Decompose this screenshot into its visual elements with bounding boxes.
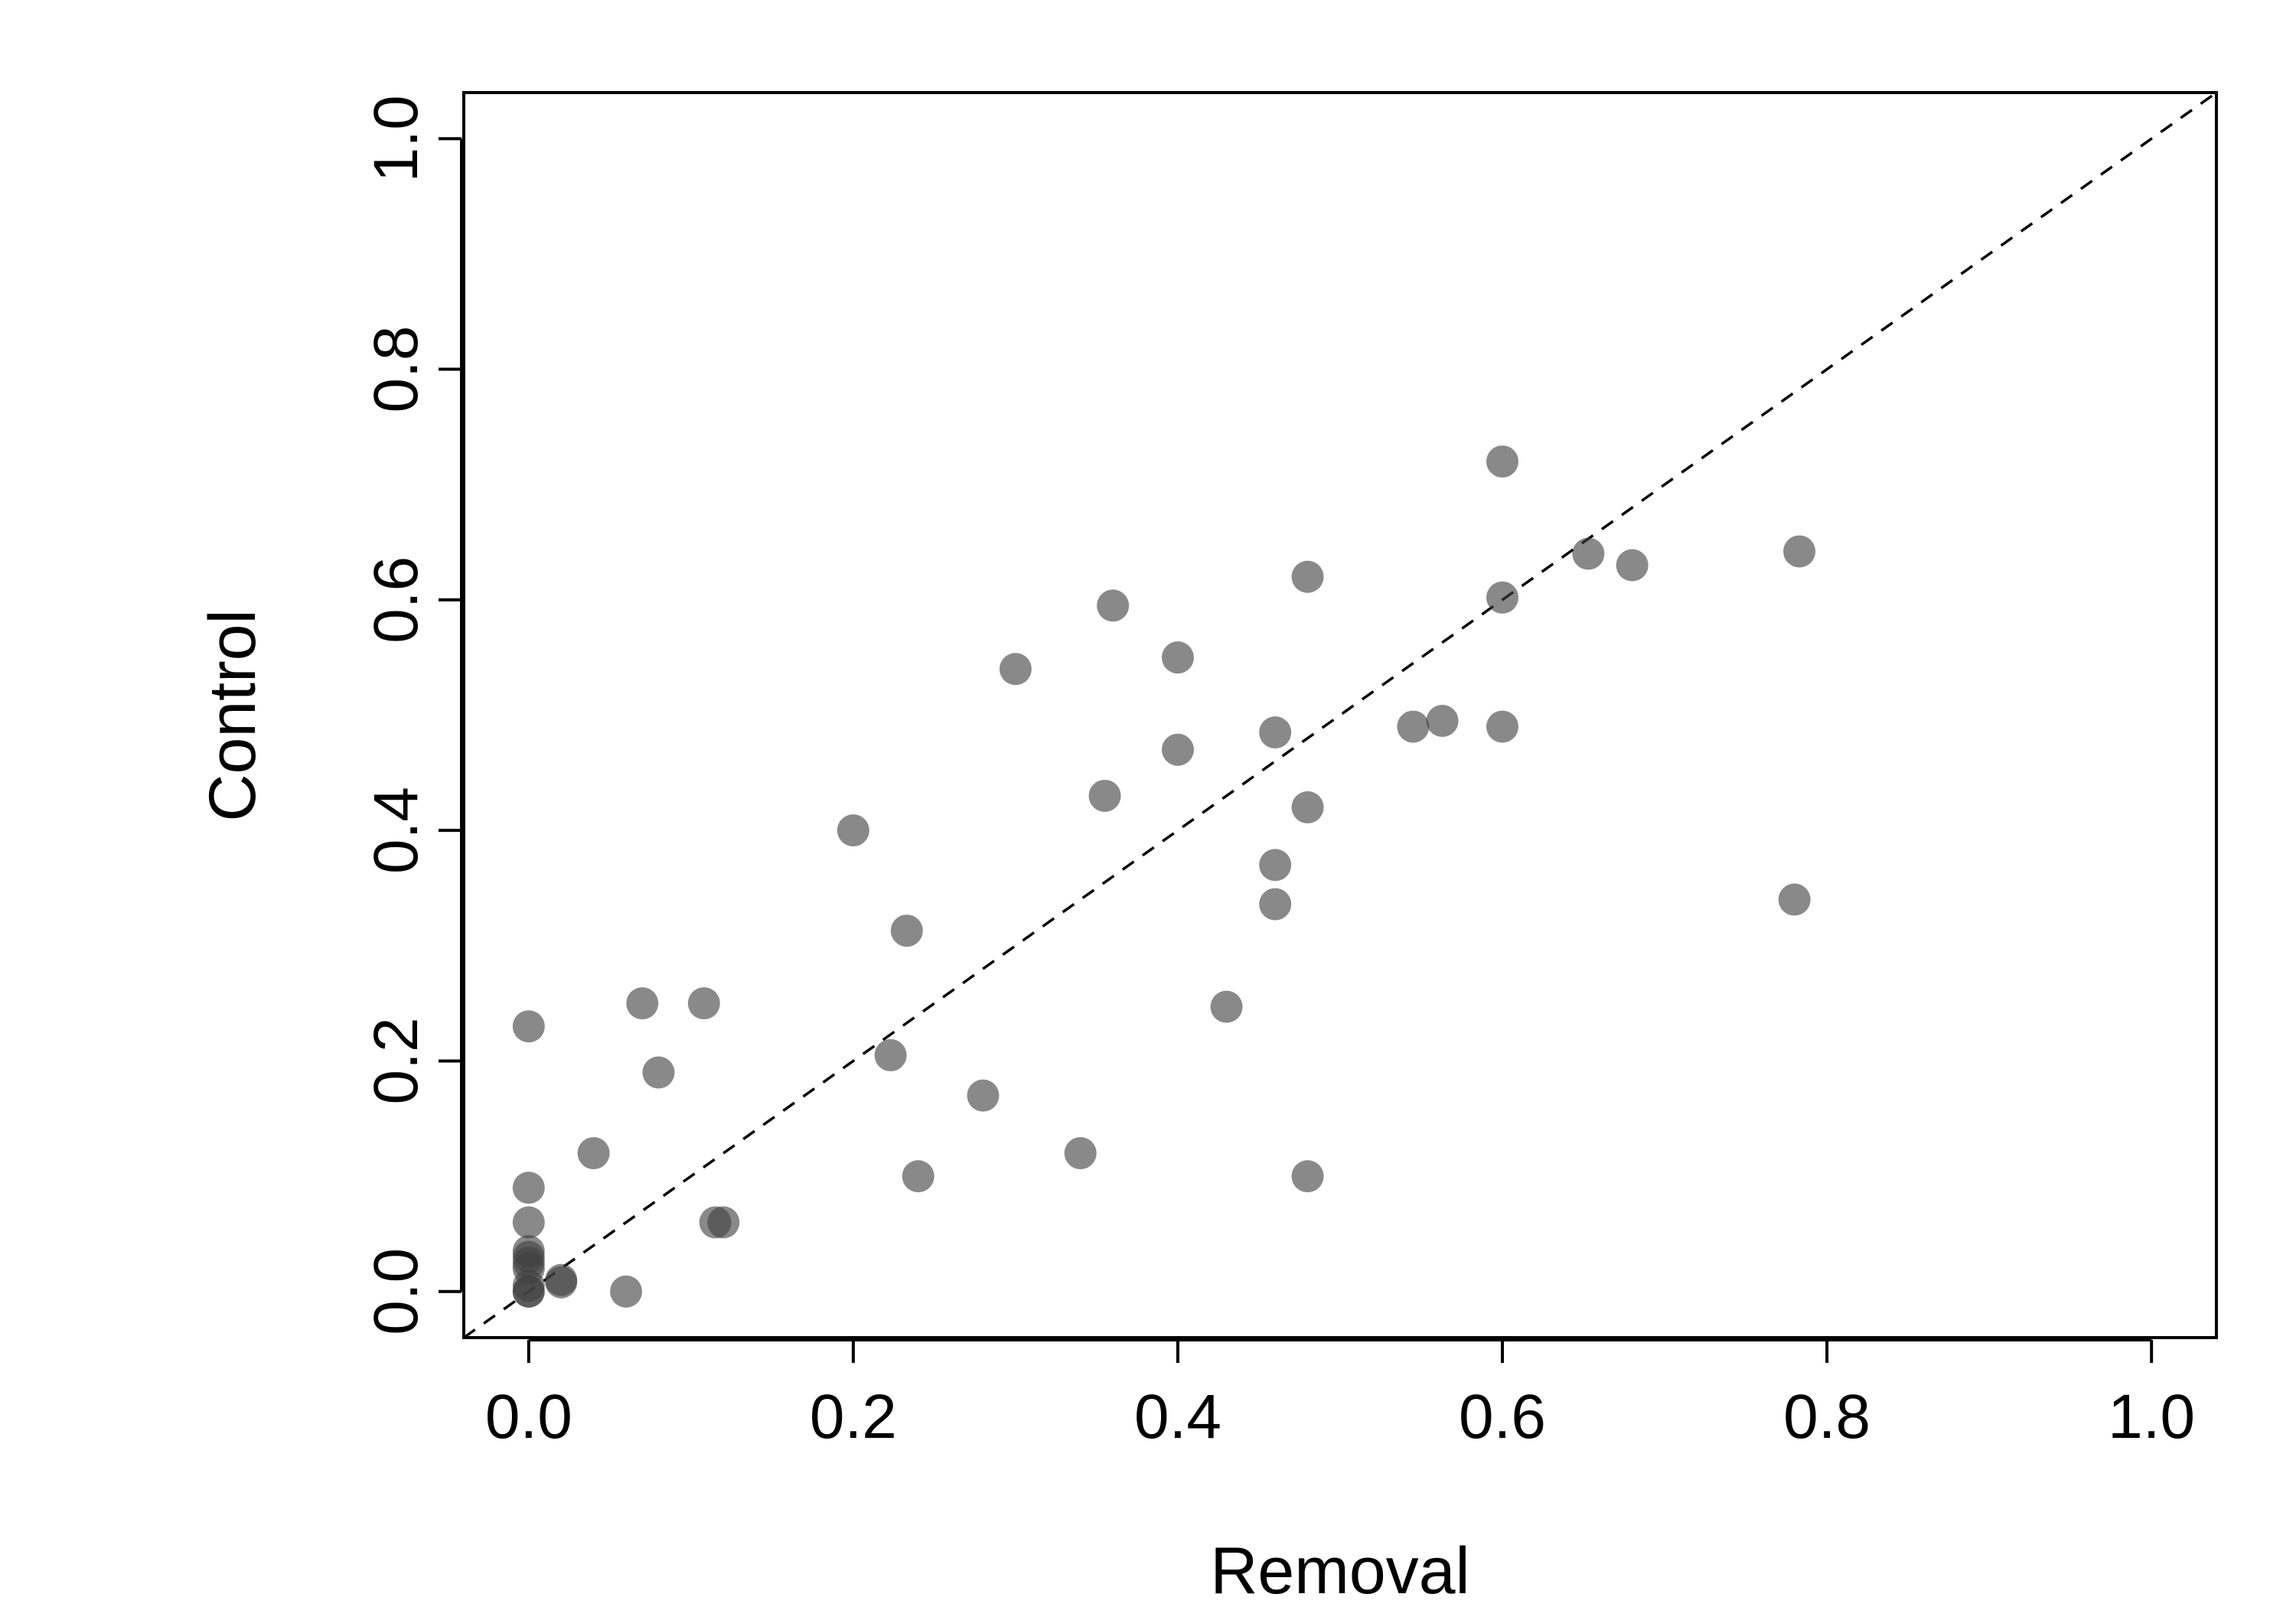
data-point: [687, 987, 720, 1020]
y-axis: 0.0 0.2 0.4 0.6 0.8 1.0: [361, 95, 463, 1335]
x-axis: 0.0 0.2 0.4 0.6 0.8 1.0: [485, 1338, 2195, 1452]
y-tick-label: 0.4: [361, 787, 431, 874]
data-point: [707, 1206, 740, 1239]
data-point: [890, 914, 923, 947]
data-point: [1088, 779, 1121, 812]
y-tick-label: 0.2: [361, 1017, 431, 1104]
data-point: [1616, 549, 1649, 582]
data-point: [1397, 710, 1430, 743]
data-point: [1291, 560, 1324, 593]
data-point: [1572, 537, 1605, 570]
data-point: [512, 1206, 545, 1239]
data-point: [1259, 849, 1292, 882]
data-point: [512, 1172, 545, 1204]
x-tick-label: 0.4: [1134, 1382, 1221, 1452]
data-point: [545, 1266, 578, 1299]
y-tick-label: 0.8: [361, 326, 431, 413]
y-tick-label: 0.6: [361, 556, 431, 644]
data-point: [1259, 888, 1292, 921]
y-tick-label: 0.0: [361, 1248, 431, 1335]
x-axis-label: Removal: [1210, 1534, 1469, 1607]
data-point: [967, 1079, 1000, 1112]
data-point: [999, 653, 1032, 686]
x-tick-label: 0.6: [1459, 1382, 1546, 1452]
x-tick-label: 0.2: [810, 1382, 897, 1452]
data-point: [610, 1275, 643, 1308]
reference-line-layer: [462, 91, 2218, 1339]
data-point: [512, 1010, 545, 1043]
data-point: [837, 814, 869, 847]
data-point: [1778, 883, 1811, 916]
data-point: [512, 1275, 545, 1308]
data-point: [1291, 1160, 1324, 1193]
x-tick-label: 0.0: [485, 1382, 572, 1452]
data-point: [1064, 1136, 1097, 1169]
data-point: [1161, 641, 1194, 674]
data-point: [1486, 581, 1519, 614]
data-point: [1097, 589, 1130, 622]
data-point: [626, 987, 659, 1020]
data-point: [1486, 710, 1519, 743]
reference-line: [462, 91, 2218, 1339]
data-point: [874, 1038, 907, 1071]
data-point: [1259, 716, 1292, 749]
data-point: [902, 1160, 934, 1193]
data-point: [1426, 705, 1459, 738]
data-point: [1161, 733, 1194, 766]
data-point: [1783, 535, 1816, 568]
data-points: [512, 445, 1816, 1308]
y-axis-label: Control: [196, 609, 269, 821]
data-point: [1210, 990, 1243, 1023]
x-tick-label: 1.0: [2108, 1382, 2195, 1452]
y-tick-label: 1.0: [361, 95, 431, 182]
data-point: [1291, 791, 1324, 824]
plot-frame: [462, 91, 2218, 1339]
data-point: [642, 1056, 675, 1089]
data-point: [577, 1136, 610, 1169]
x-tick-label: 0.8: [1783, 1382, 1870, 1452]
data-point: [1486, 445, 1519, 478]
